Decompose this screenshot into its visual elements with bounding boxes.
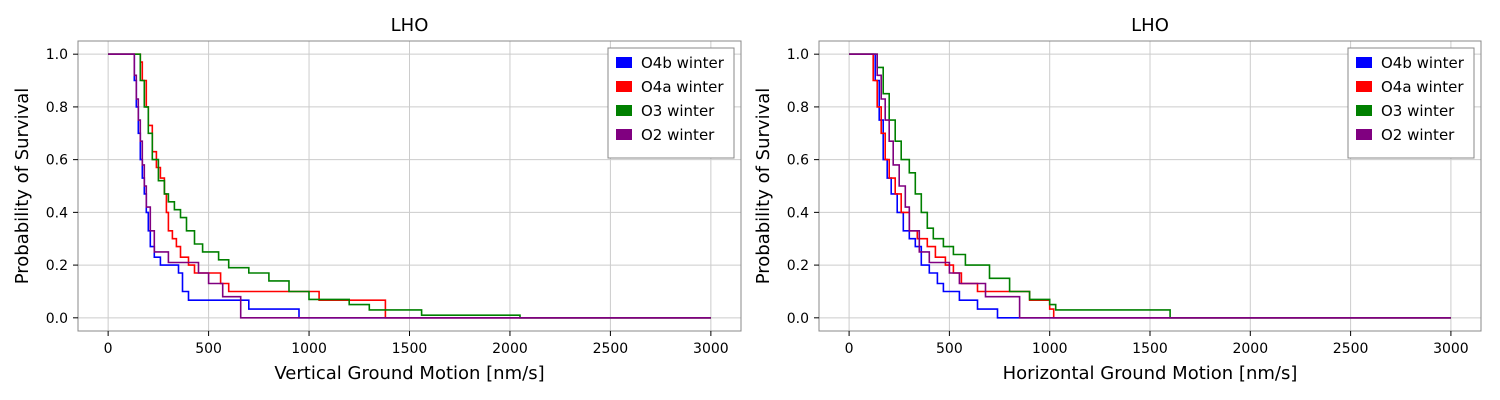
y-tick-label: 0.2: [787, 258, 809, 274]
legend-label: O4a winter: [1381, 78, 1464, 96]
x-tick-label: 2500: [593, 341, 629, 357]
x-axis-label: Horizontal Ground Motion [nm/s]: [1003, 363, 1298, 384]
x-tick-label: 0: [104, 341, 113, 357]
x-tick-label: 2000: [1232, 341, 1268, 357]
legend-swatch: [1356, 129, 1372, 140]
y-tick-label: 0.8: [787, 100, 809, 116]
series-line-o3-winter: [108, 53, 711, 319]
y-tick-label: 0.6: [46, 153, 68, 169]
x-axis-label: Vertical Ground Motion [nm/s]: [274, 363, 544, 384]
legend-label: O4a winter: [641, 78, 724, 96]
chart-title: LHO: [1131, 15, 1169, 36]
y-tick-label: 1.0: [46, 47, 68, 63]
y-axis-label: Probability of Survival: [753, 88, 774, 285]
legend: O4b winter O4a winter O3 winter O2 winter: [607, 47, 735, 159]
y-tick-label: 0.4: [787, 205, 809, 221]
legend-label: O2 winter: [641, 126, 715, 144]
x-tick-label: 1500: [392, 341, 428, 357]
x-tick-label: 2500: [1333, 341, 1369, 357]
x-tick-label: 500: [936, 341, 963, 357]
legend-swatch: [616, 81, 632, 92]
y-axis-label: Probability of Survival: [12, 88, 33, 285]
series-line-o3-winter: [849, 53, 1451, 319]
chart-2: 0 500 1000 1500 2000 2500 3000 0.0 0.2 0.4 0.6 0.8 1…: [753, 15, 1482, 384]
x-tick-label: 1500: [1132, 341, 1168, 357]
y-tick-label: 0.0: [787, 311, 809, 327]
y-tick-label: 0.2: [46, 258, 68, 274]
chart-1: 0 500 1000 1500 2000 2500 3000 0.0 0.2 0.4 0.6 0.8 1…: [12, 15, 742, 384]
legend-swatch: [616, 105, 632, 116]
y-tick-label: 0.0: [46, 311, 68, 327]
x-tick-label: 3000: [1433, 341, 1469, 357]
x-tick-label: 3000: [693, 341, 729, 357]
legend-swatch: [616, 57, 632, 68]
y-tick-label: 0.4: [46, 205, 68, 221]
x-tick-label: 500: [195, 341, 222, 357]
legend-swatch: [1356, 81, 1372, 92]
chart-title: LHO: [391, 15, 429, 36]
legend-swatch: [1356, 105, 1372, 116]
x-tick-label: 0: [845, 341, 854, 357]
series-line-o2-winter: [108, 53, 711, 319]
legend-label: O3 winter: [641, 102, 715, 120]
x-tick-label: 2000: [492, 341, 528, 357]
legend: O4b winter O4a winter O3 winter O2 winter: [1347, 47, 1475, 159]
series-line-o2-winter: [849, 53, 1451, 319]
y-tick-label: 0.6: [787, 153, 809, 169]
x-tick-label: 1000: [291, 341, 327, 357]
legend-swatch: [616, 129, 632, 140]
legend-label: O4b winter: [641, 54, 725, 72]
legend-label: O4b winter: [1381, 54, 1465, 72]
x-tick-label: 1000: [1032, 341, 1068, 357]
legend-swatch: [1356, 57, 1372, 68]
y-tick-label: 0.8: [46, 100, 68, 116]
y-tick-label: 1.0: [787, 47, 809, 63]
legend-label: O2 winter: [1381, 126, 1455, 144]
legend-label: O3 winter: [1381, 102, 1455, 120]
